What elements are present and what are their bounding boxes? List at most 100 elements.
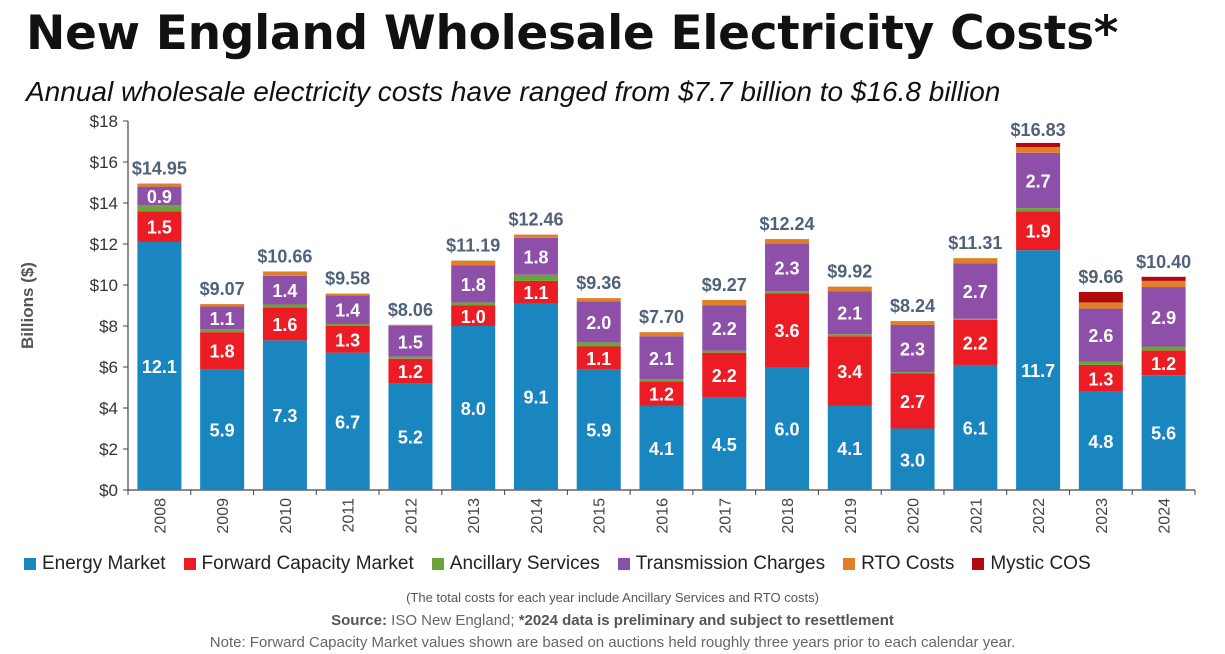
data-label: 1.5 <box>398 332 423 352</box>
x-tick-label: 2010 <box>278 498 295 534</box>
bar-segment <box>137 186 182 206</box>
total-label: $9.92 <box>827 262 872 282</box>
bar-segment <box>639 332 684 337</box>
total-label: $9.66 <box>1078 267 1123 287</box>
bar-segment <box>1016 152 1061 209</box>
bar-segment <box>827 291 872 335</box>
x-tick-label: 2009 <box>215 498 232 534</box>
data-label: 6.0 <box>775 420 800 440</box>
total-label: $9.07 <box>200 279 245 299</box>
data-label: 5.6 <box>1151 424 1176 444</box>
bar-segment <box>451 302 496 306</box>
data-label: 2.1 <box>837 304 862 324</box>
data-label: 4.1 <box>649 439 674 459</box>
total-label: $11.31 <box>948 233 1002 253</box>
data-label: 3.0 <box>900 450 925 470</box>
bar-segment <box>388 324 433 326</box>
total-label: $9.58 <box>325 269 370 289</box>
bar-segment <box>890 373 935 429</box>
bar-segment <box>137 211 182 242</box>
bar-segment <box>137 183 182 187</box>
data-label: 2.0 <box>586 313 611 333</box>
bar-segment <box>702 299 747 306</box>
legend-swatch <box>431 558 444 570</box>
bar-segment <box>765 239 810 244</box>
legend: Energy Market Forward Capacity Market Anci… <box>24 553 1109 575</box>
bar-segment <box>137 205 182 212</box>
bar-segment <box>890 372 935 374</box>
data-label: 4.5 <box>712 435 737 455</box>
bar-segment <box>1016 147 1061 153</box>
data-label: 1.4 <box>335 301 360 321</box>
bar-segment <box>325 326 370 353</box>
data-label: 2.3 <box>775 259 800 279</box>
bar-segment <box>1078 291 1123 303</box>
bar-segment <box>1141 280 1186 288</box>
bar-segment <box>890 321 935 325</box>
data-label: 2.7 <box>1026 171 1051 191</box>
bar-segment <box>702 397 747 490</box>
data-label: 1.8 <box>461 275 486 295</box>
data-label: 1.3 <box>335 330 360 350</box>
bar-segment <box>262 271 307 276</box>
x-tick-label: 2019 <box>843 498 860 534</box>
chart-subtitle: Annual wholesale electricity costs have … <box>26 76 1001 107</box>
data-label: 1.5 <box>147 218 172 238</box>
data-label: 2.9 <box>1151 308 1176 328</box>
data-label: 6.1 <box>963 418 988 438</box>
bar-segment <box>953 318 998 320</box>
data-label: 2.7 <box>900 392 925 412</box>
x-tick-label: 2022 <box>1031 498 1048 534</box>
x-tick-label: 2008 <box>152 498 169 534</box>
bar-segment <box>451 260 496 266</box>
data-label: 1.8 <box>210 342 235 362</box>
y-axis-title: Billions ($) <box>18 262 37 349</box>
legend-item: Forward Capacity Market <box>183 553 414 575</box>
bar-segment <box>827 286 872 292</box>
total-label: $11.19 <box>446 236 500 256</box>
data-label: 2.2 <box>712 366 737 386</box>
legend-item: Transmission Charges <box>617 553 825 575</box>
bar-segment <box>262 307 307 341</box>
chart-title: New England Wholesale Electricity Costs* <box>26 6 1119 61</box>
bar-segment <box>576 342 621 347</box>
legend-label: RTO Costs <box>861 553 955 574</box>
data-label: 2.3 <box>900 340 925 360</box>
data-label: 1.1 <box>523 283 548 303</box>
bar-segment <box>702 352 747 398</box>
bar-segment <box>890 428 935 490</box>
bar-segment <box>1141 276 1186 281</box>
bar-segment <box>639 405 684 490</box>
bar-segment <box>325 352 370 490</box>
bar-segment <box>1141 287 1186 347</box>
total-label: $12.46 <box>508 210 563 230</box>
bar-segment <box>639 336 684 380</box>
data-label: 11.7 <box>1021 361 1055 381</box>
data-label: 4.8 <box>1088 432 1113 452</box>
bar-segment <box>1078 391 1123 490</box>
x-tick-label: 2012 <box>403 498 420 534</box>
x-tick-label: 2011 <box>341 498 358 533</box>
total-label: $9.36 <box>576 273 621 293</box>
bar-segment <box>325 323 370 326</box>
bar-segment <box>953 319 998 365</box>
legend-label: Ancillary Services <box>449 553 600 574</box>
bar-segment <box>1016 208 1061 212</box>
bar-segment <box>200 369 245 490</box>
x-tick-label: 2021 <box>968 498 985 534</box>
bar-segment <box>576 369 621 490</box>
bar-segment <box>513 280 558 304</box>
total-label: $16.83 <box>1011 120 1066 140</box>
bar-segment <box>827 336 872 406</box>
y-tick-label: $10 <box>90 276 118 295</box>
total-label: $8.06 <box>388 300 433 320</box>
bar-segment <box>1078 302 1123 309</box>
y-tick-label: $16 <box>90 153 118 172</box>
y-tick-label: $14 <box>90 194 118 213</box>
totals-note: (The total costs for each year include A… <box>406 590 819 605</box>
x-tick-label: 2013 <box>466 498 483 534</box>
legend-swatch <box>183 558 196 570</box>
bar-segment <box>200 332 245 370</box>
y-tick-label: $2 <box>99 440 118 459</box>
y-tick-label: $0 <box>99 481 118 500</box>
